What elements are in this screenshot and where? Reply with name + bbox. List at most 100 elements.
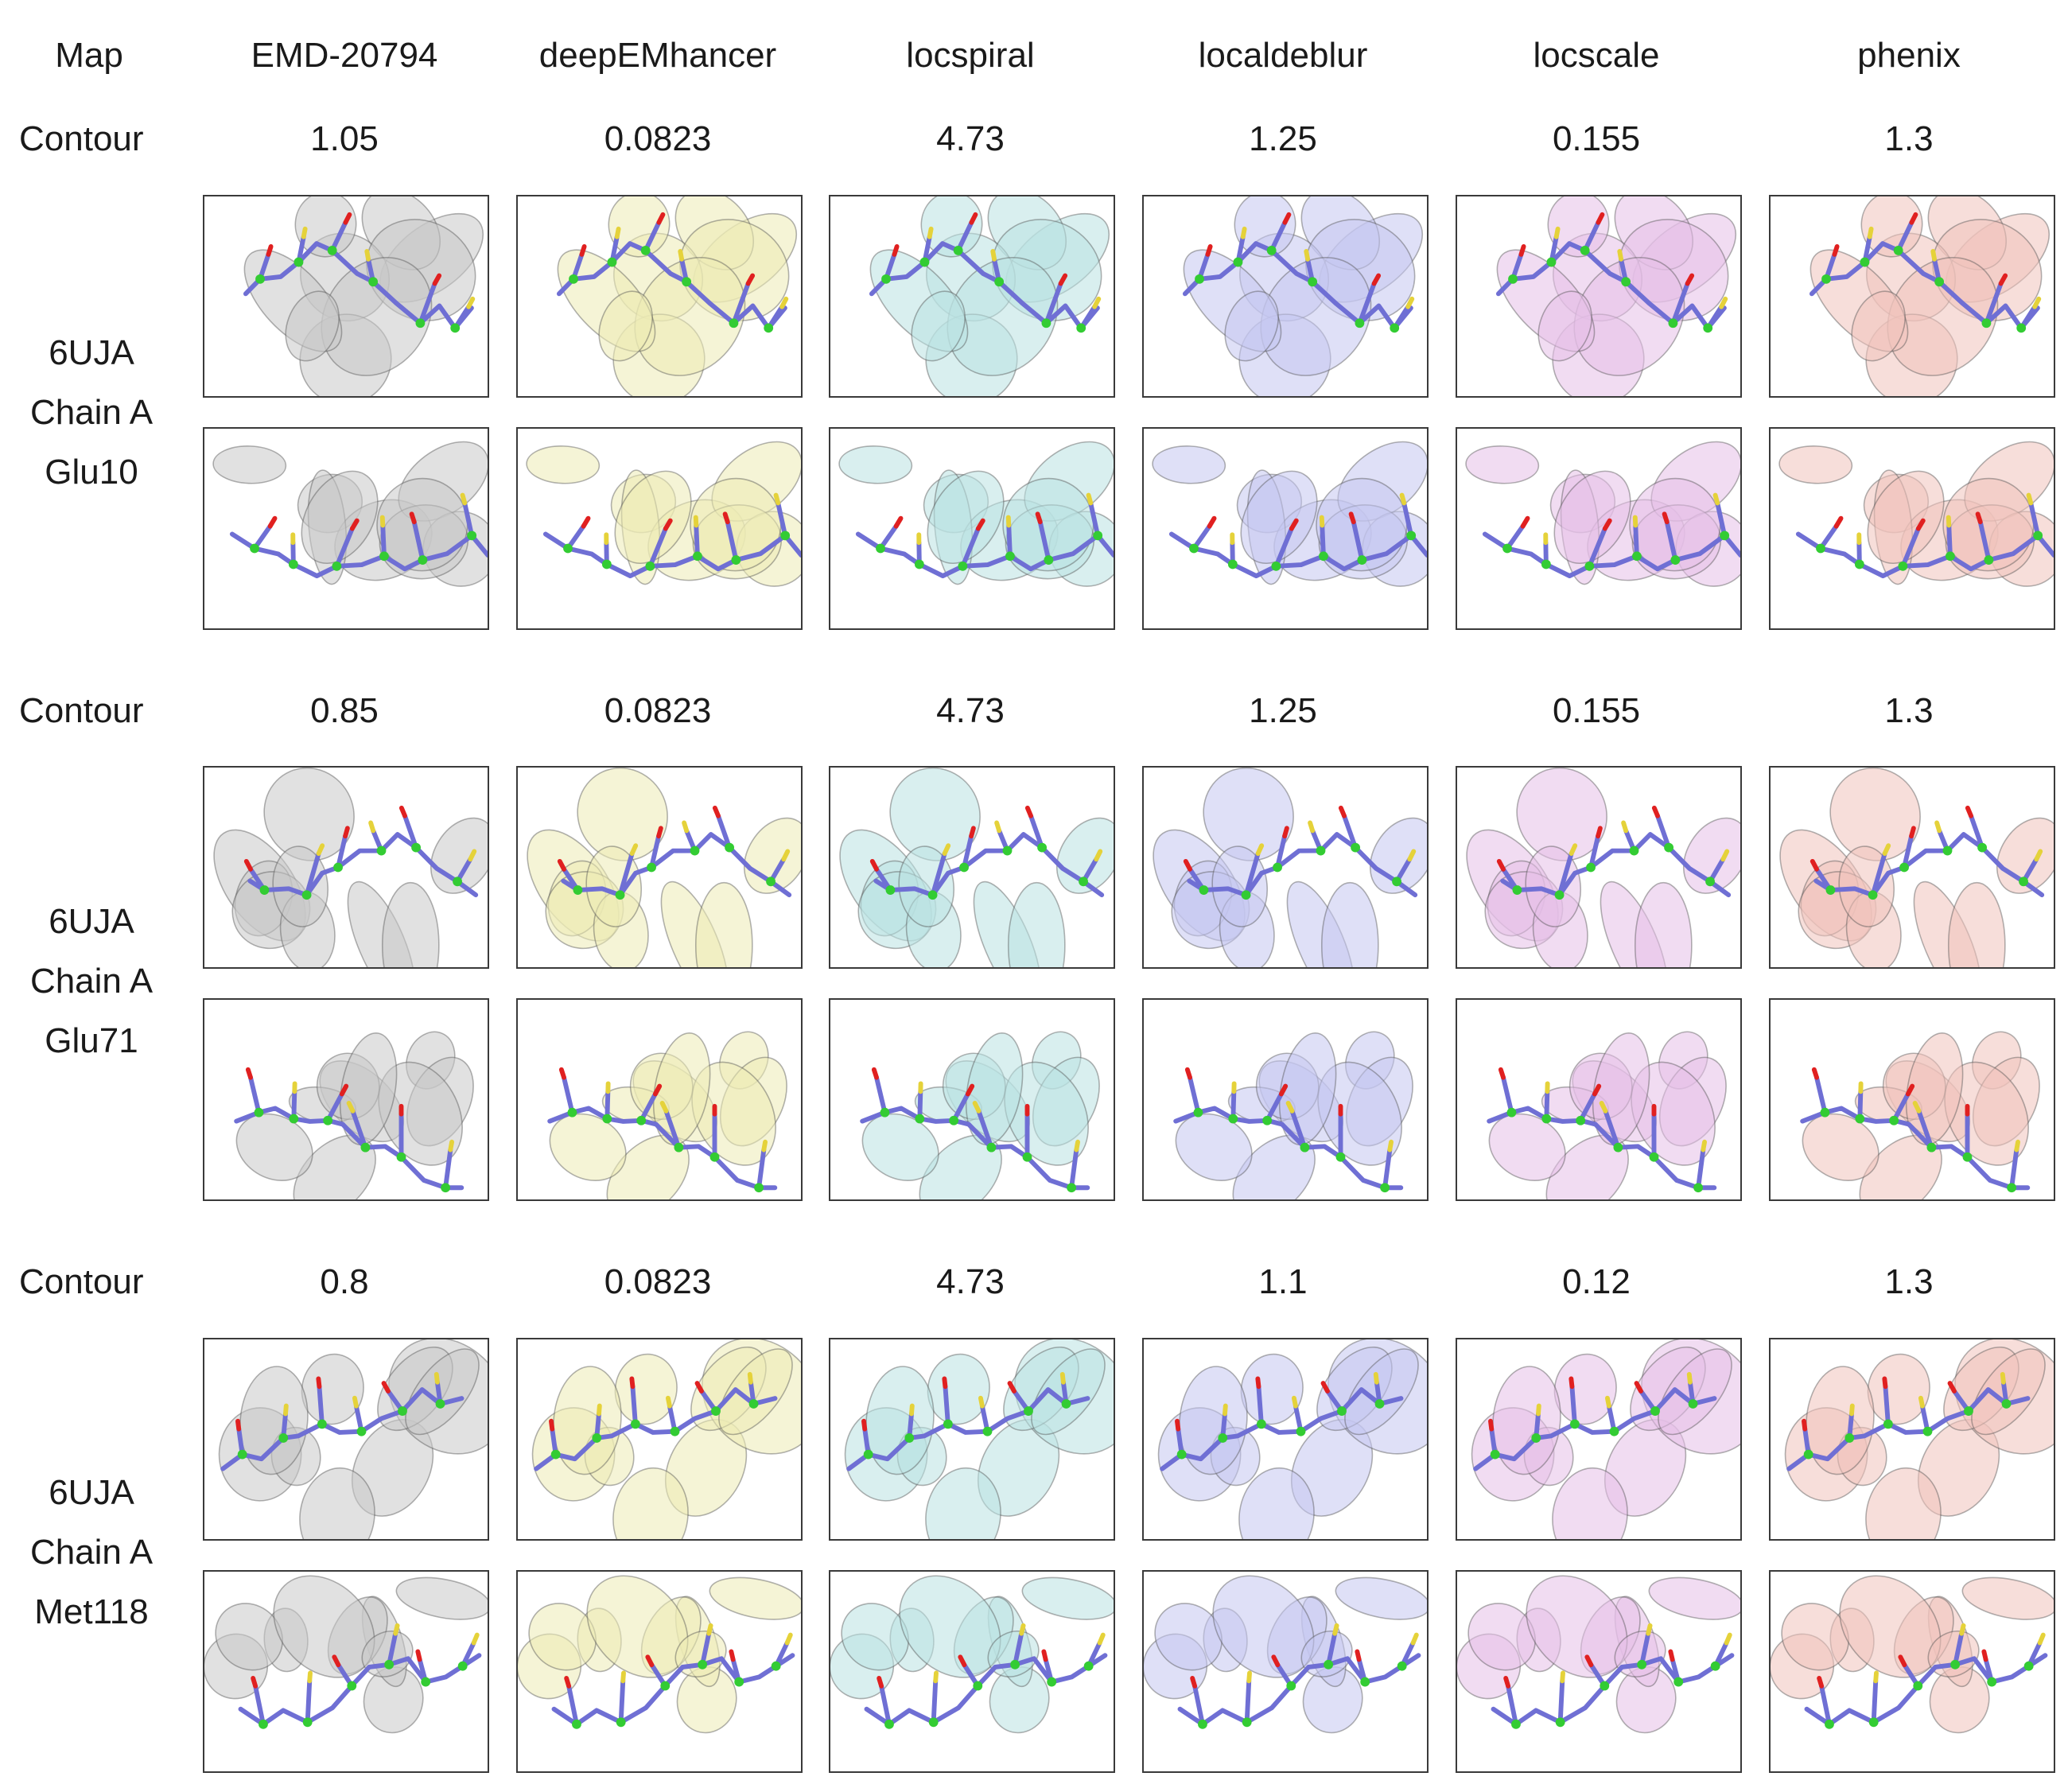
density-map-panel	[516, 1338, 803, 1541]
density-map-render	[860, 1031, 1100, 1199]
contour-value: 0.0823	[604, 1262, 712, 1301]
density-map-panel	[1769, 998, 2055, 1201]
column-header-localdeblur: localdeblur	[1198, 36, 1368, 75]
density-map-panel	[1142, 1338, 1429, 1541]
density-map-render	[218, 1339, 488, 1539]
contour-value: 1.25	[1249, 691, 1317, 730]
column-header-locspiral: locspiral	[906, 36, 1035, 75]
contour-value: 1.3	[1884, 691, 1934, 730]
contour-value: 1.3	[1884, 119, 1934, 158]
density-map-render	[839, 768, 1114, 967]
contour-value: 0.8	[320, 1262, 369, 1301]
density-map-render	[243, 196, 484, 396]
density-map-render	[556, 196, 798, 396]
contour-value: 1.3	[1884, 1262, 1934, 1301]
density-map-panel	[1142, 1570, 1429, 1773]
density-map-panel	[516, 427, 803, 630]
residue-id: Met118	[34, 1592, 149, 1631]
contour-value: 0.0823	[604, 691, 712, 730]
column-header-deepemhancer: deepEMhancer	[538, 36, 777, 75]
chain-id: Chain A	[29, 1533, 154, 1572]
density-map-render	[1153, 768, 1427, 967]
density-map-render	[1182, 196, 1424, 396]
density-map-render	[1487, 1031, 1727, 1199]
column-header-locscale: locscale	[1533, 36, 1660, 75]
contour-value: 1.05	[310, 119, 379, 158]
pdb-id: 6UJA	[49, 1473, 134, 1512]
density-map-render	[234, 1031, 474, 1199]
density-map-panel	[1769, 427, 2055, 630]
density-map-panel	[203, 427, 489, 630]
density-map-render	[1778, 441, 2054, 587]
density-map-render	[1809, 196, 2051, 396]
density-map-panel	[1769, 1570, 2055, 1773]
contour-label-2: Contour	[19, 691, 144, 730]
density-map-render	[1495, 196, 1737, 396]
density-map-render	[1800, 1031, 2040, 1199]
density-map-render	[869, 196, 1110, 396]
contour-value: 1.25	[1249, 119, 1317, 158]
density-map-render	[527, 768, 801, 967]
residue-id: Glu10	[45, 453, 138, 492]
pdb-id: 6UJA	[49, 902, 134, 941]
density-map-panel	[829, 1338, 1115, 1541]
column-header-phenix: phenix	[1857, 36, 1961, 75]
density-map-panel	[516, 766, 803, 969]
density-map-render	[1457, 1575, 1740, 1734]
density-map-render	[1784, 1339, 2054, 1539]
density-map-render	[1157, 1339, 1427, 1539]
contour-value: 0.155	[1552, 119, 1641, 158]
structure-label-glu10: 6UJA Chain A Glu10	[0, 323, 183, 502]
density-map-panel	[203, 766, 489, 969]
density-map-panel	[1456, 1570, 1742, 1773]
column-header-emd: EMD-20794	[251, 36, 438, 75]
contour-label-3: Contour	[19, 1262, 144, 1301]
density-map-panel	[516, 998, 803, 1201]
density-map-render	[212, 441, 488, 587]
density-map-panel	[829, 427, 1115, 630]
contour-value: 4.73	[936, 1262, 1005, 1301]
contour-value: 4.73	[936, 691, 1005, 730]
contour-value: 0.0823	[604, 119, 712, 158]
contour-value: 4.73	[936, 119, 1005, 158]
density-map-panel	[1456, 427, 1742, 630]
density-map-render	[1152, 441, 1427, 587]
density-map-render	[1466, 768, 1740, 967]
contour-value: 0.12	[1562, 1262, 1631, 1301]
chain-id: Chain A	[29, 962, 154, 1001]
density-map-panel	[203, 1570, 489, 1773]
density-map-panel	[1142, 195, 1429, 398]
density-map-render	[531, 1339, 801, 1539]
contour-value: 0.85	[310, 691, 379, 730]
pdb-id: 6UJA	[49, 333, 134, 372]
structure-label-glu71: 6UJA Chain A Glu71	[0, 892, 183, 1071]
density-map-panel	[829, 766, 1115, 969]
map-header-label: Map	[55, 36, 123, 75]
density-map-panel	[516, 1570, 803, 1773]
density-map-render	[526, 441, 801, 587]
chain-id: Chain A	[29, 393, 154, 432]
density-map-panel	[516, 195, 803, 398]
density-map-render	[204, 1575, 488, 1734]
residue-id: Glu71	[45, 1021, 138, 1060]
density-map-panel	[829, 1570, 1115, 1773]
density-map-panel	[1456, 1338, 1742, 1541]
density-map-panel	[1456, 195, 1742, 398]
density-map-panel	[1142, 766, 1429, 969]
density-map-panel	[1456, 998, 1742, 1201]
density-map-panel	[829, 998, 1115, 1201]
contour-label-1: Contour	[19, 119, 144, 158]
density-map-panel	[1456, 766, 1742, 969]
density-map-render	[1779, 768, 2054, 967]
density-map-render	[547, 1031, 787, 1199]
density-map-render	[1771, 1575, 2054, 1734]
density-map-render	[830, 1575, 1114, 1734]
density-map-render	[1465, 441, 1740, 587]
density-map-render	[844, 1339, 1114, 1539]
density-map-render	[838, 441, 1114, 587]
density-map-panel	[829, 195, 1115, 398]
density-map-panel	[1769, 766, 2055, 969]
density-map-render	[518, 1575, 801, 1734]
density-map-panel	[1769, 1338, 2055, 1541]
density-map-panel	[203, 998, 489, 1201]
